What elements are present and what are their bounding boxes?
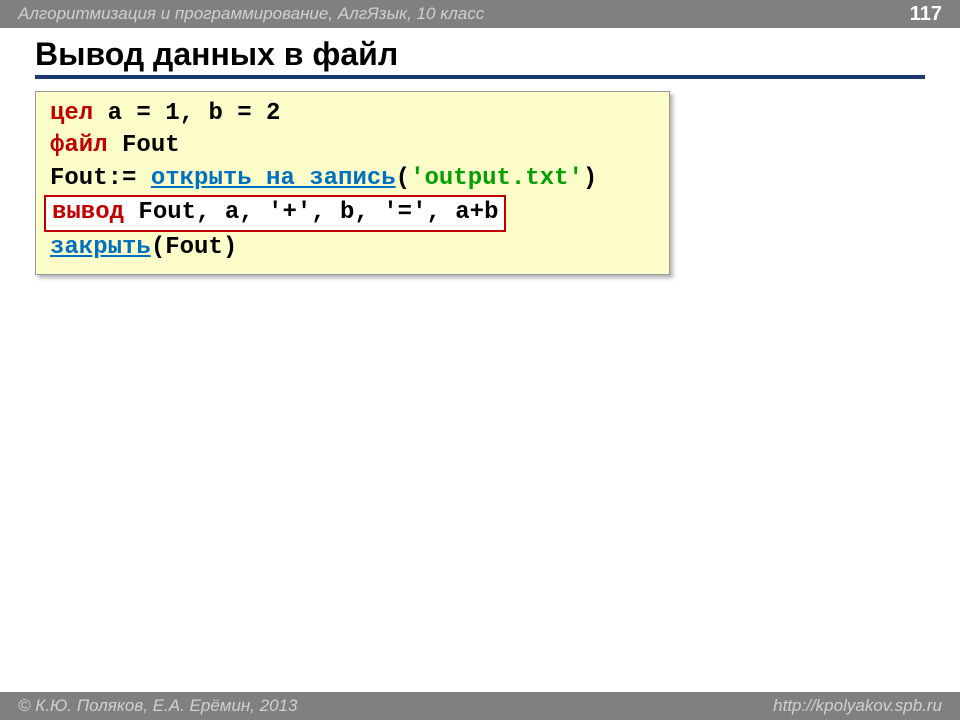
page-number: 117 xyxy=(910,3,942,26)
paren: ( xyxy=(396,165,410,192)
function-open: открыть на запись xyxy=(151,165,396,192)
header-course-text: Алгоритмизация и программирование, АлгЯз… xyxy=(18,4,484,24)
code-line-5: закрыть(Fout) xyxy=(50,232,655,264)
content-area: цел a = 1, b = 2 файл Fout Fout:= открыт… xyxy=(0,79,960,287)
code-box: цел a = 1, b = 2 файл Fout Fout:= открыт… xyxy=(35,91,670,275)
keyword-tsel: цел xyxy=(50,100,93,127)
code-text: Fout, a, '+', b, '=', a+b xyxy=(124,199,498,226)
slide-title: Вывод данных в файл xyxy=(35,36,925,79)
title-area: Вывод данных в файл xyxy=(0,28,960,79)
code-line-4: вывод Fout, a, '+', b, '=', a+b xyxy=(50,195,655,231)
code-text: Fout xyxy=(165,234,223,261)
keyword-output: вывод xyxy=(52,199,124,226)
code-text: Fout:= xyxy=(50,165,151,192)
code-line-1: цел a = 1, b = 2 xyxy=(50,98,655,130)
code-line-3: Fout:= открыть на запись('output.txt') xyxy=(50,163,655,195)
slide-header: Алгоритмизация и программирование, АлгЯз… xyxy=(0,0,960,28)
footer-url: http://kpolyakov.spb.ru xyxy=(773,696,942,716)
code-text: a = 1, b = 2 xyxy=(93,100,280,127)
function-close: закрыть xyxy=(50,234,151,261)
paren: ( xyxy=(151,234,165,261)
string-literal: 'output.txt' xyxy=(410,165,583,192)
slide-footer: © К.Ю. Поляков, Е.А. Ерёмин, 2013 http:/… xyxy=(0,692,960,720)
highlighted-line: вывод Fout, a, '+', b, '=', a+b xyxy=(44,195,506,231)
paren: ) xyxy=(583,165,597,192)
copyright-text: © К.Ю. Поляков, Е.А. Ерёмин, 2013 xyxy=(18,696,298,716)
code-line-2: файл Fout xyxy=(50,130,655,162)
paren: ) xyxy=(223,234,237,261)
code-text: Fout xyxy=(108,132,180,159)
keyword-file: файл xyxy=(50,132,108,159)
